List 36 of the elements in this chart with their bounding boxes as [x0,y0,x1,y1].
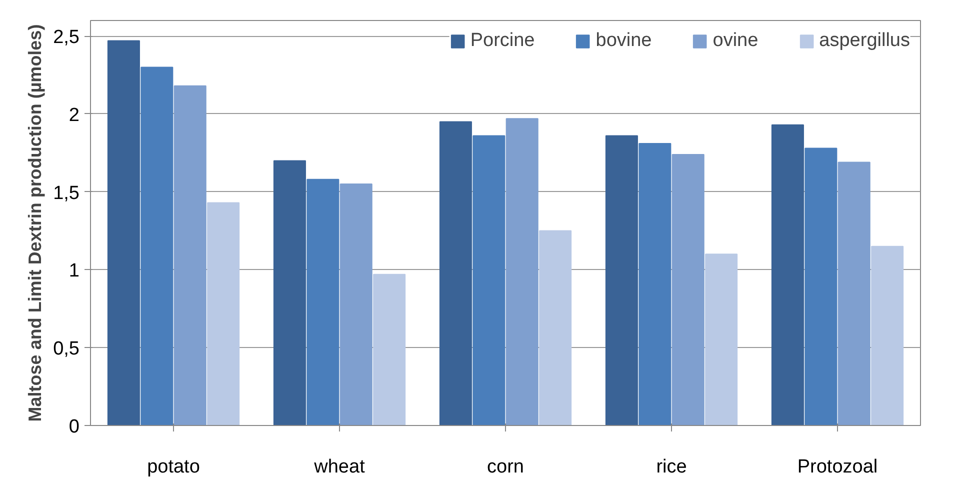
bar [539,230,572,426]
x-tick-label: corn [487,456,524,478]
bar [605,135,638,426]
bar [871,246,904,426]
bar [140,66,174,426]
legend-label: Porcine [470,30,535,52]
y-tick-label: 1 [68,260,80,282]
legend-label: bovine [596,30,652,52]
bar [804,148,838,426]
bar [506,118,538,426]
x-tick-label: rice [656,456,687,478]
bar [771,124,804,426]
y-tick-label: 1,5 [53,182,80,204]
y-tick-label: 0 [68,416,80,438]
y-tick-label: 2,5 [53,27,80,48]
bar [306,178,340,426]
legend-label: aspergillus [819,30,910,52]
bar [439,121,472,426]
y-axis-title: Maltose and Limit Dextrin production (µmoles) [25,24,46,422]
x-tick-label: Protozoal [797,456,878,478]
legend-label: ovine [712,30,758,52]
bar [705,254,738,426]
bar [638,143,672,426]
bar [373,274,406,426]
bar [107,40,140,426]
bar [207,202,240,426]
bar [472,135,506,426]
bar [273,160,306,426]
y-tick-label: 0,5 [53,338,80,360]
x-tick-label: wheat [313,456,366,478]
x-tick-label: potato [147,456,200,478]
y-tick-label: 2 [68,104,80,126]
bar [838,162,870,426]
bar [174,85,206,426]
bar [672,154,704,426]
bar [340,184,372,426]
